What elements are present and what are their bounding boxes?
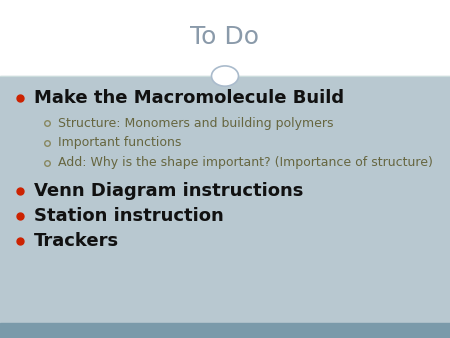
Circle shape xyxy=(212,66,239,86)
Text: Station instruction: Station instruction xyxy=(34,207,224,225)
Text: Trackers: Trackers xyxy=(34,232,119,250)
Text: Venn Diagram instructions: Venn Diagram instructions xyxy=(34,182,303,200)
Text: Make the Macromolecule Build: Make the Macromolecule Build xyxy=(34,89,344,107)
Text: Add: Why is the shape important? (Importance of structure): Add: Why is the shape important? (Import… xyxy=(58,156,433,169)
Text: Important functions: Important functions xyxy=(58,137,182,149)
Bar xyxy=(0,323,450,338)
Text: Structure: Monomers and building polymers: Structure: Monomers and building polymer… xyxy=(58,117,334,130)
Bar xyxy=(0,0,450,76)
Bar xyxy=(0,76,450,323)
Text: To Do: To Do xyxy=(190,24,260,49)
